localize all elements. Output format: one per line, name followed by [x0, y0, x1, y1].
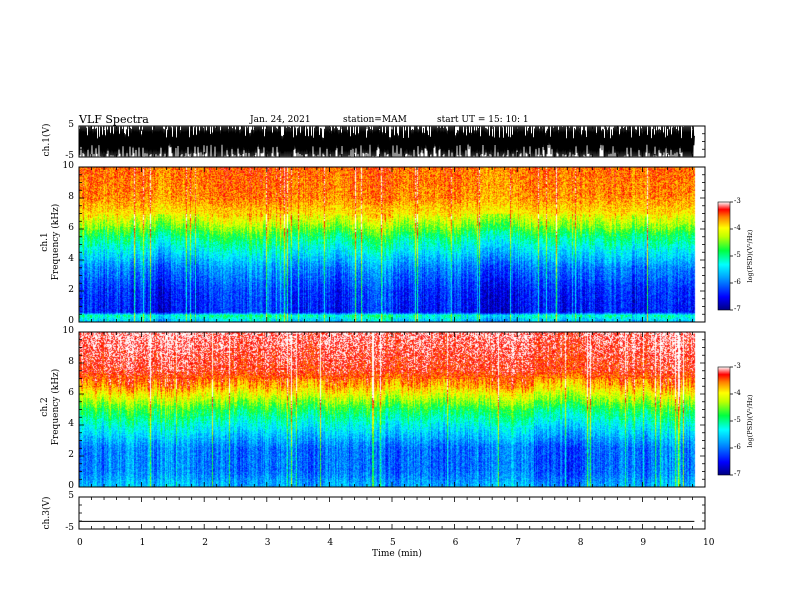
x-tick-label: 3 [264, 538, 271, 548]
ch2-spectrogram-image [79, 332, 705, 487]
y-tick-label: 6 [68, 223, 74, 233]
x-tick-label: 10 [703, 538, 715, 548]
colorbar-ch2-label: log(PSD)(V²/Hz) [746, 394, 754, 448]
y-tick-label: 8 [68, 192, 74, 202]
x-tick-label: 9 [640, 538, 647, 548]
y-tick-label: 0 [68, 481, 74, 491]
x-tick-label: 4 [327, 538, 334, 548]
colorbar-ch1-label: log(PSD)(V²/Hz) [746, 229, 754, 283]
x-tick-label: 5 [390, 538, 396, 548]
ch1-spectrogram-panel [78, 166, 706, 323]
x-axis-label: Time (min) [372, 549, 422, 559]
ch2-spectrogram-panel [78, 331, 706, 488]
x-tick-label: 1 [139, 538, 146, 548]
y-tick-label: 2 [68, 450, 74, 460]
x-tick-label: 2 [202, 538, 208, 548]
y-tick-label: 10 [62, 161, 74, 171]
colorbar-tick-label: -4 [734, 224, 741, 232]
x-tick-label: 0 [77, 538, 83, 548]
ch1-spectrogram-ylabel-channel: ch.1 [40, 232, 50, 252]
y-tick-label: -5 [65, 151, 74, 161]
y-tick-label: 10 [62, 326, 74, 336]
figure-title: VLF Spectra [79, 113, 149, 126]
colorbar-tick-label: -6 [734, 278, 741, 286]
colorbar-tick-label: -3 [734, 362, 741, 370]
colorbar-tick-label: -5 [734, 416, 741, 424]
ch1-waveform-trace [78, 126, 695, 157]
colorbar-tick-label: -7 [734, 470, 741, 478]
ch1-spectrogram-image [79, 167, 705, 322]
y-tick-label: 4 [68, 419, 74, 429]
y-tick-label: 5 [68, 120, 74, 130]
header-start-time: start UT = 15: 10: 1 [437, 115, 529, 125]
ch2-spectrogram-ylabel-freq: Frequency (kHz) [51, 368, 61, 446]
colorbar-ch1 [717, 201, 731, 311]
header-station: station=MAM [343, 115, 407, 125]
ch3-waveform-ylabel: ch.3(V) [42, 496, 52, 530]
colorbar-tick-label: -7 [734, 305, 741, 313]
colorbar-tick-label: -6 [734, 443, 741, 451]
axis-ticks [78, 125, 733, 530]
y-tick-label: -5 [65, 523, 74, 533]
y-tick-label: 8 [68, 357, 74, 367]
colorbar-tick-label: -5 [734, 251, 741, 259]
y-tick-label: 0 [68, 316, 74, 326]
y-tick-label: 2 [68, 285, 74, 295]
x-tick-label: 7 [515, 538, 521, 548]
y-tick-label: 6 [68, 388, 74, 398]
header-date: Jan. 24, 2021 [250, 115, 311, 125]
colorbar-tick-label: -4 [734, 389, 741, 397]
y-tick-label: 4 [68, 254, 74, 264]
y-tick-label: 5 [68, 491, 74, 501]
x-tick-label: 6 [452, 538, 459, 548]
ch2-spectrogram-ylabel-channel: ch.2 [40, 397, 50, 417]
colorbar-ch2 [717, 366, 731, 476]
ch1-spectrogram-ylabel-freq: Frequency (kHz) [51, 203, 61, 281]
x-tick-label: 8 [577, 538, 584, 548]
colorbar-tick-label: -3 [734, 197, 741, 205]
ch1-waveform-ylabel: ch.1(V) [42, 123, 52, 157]
